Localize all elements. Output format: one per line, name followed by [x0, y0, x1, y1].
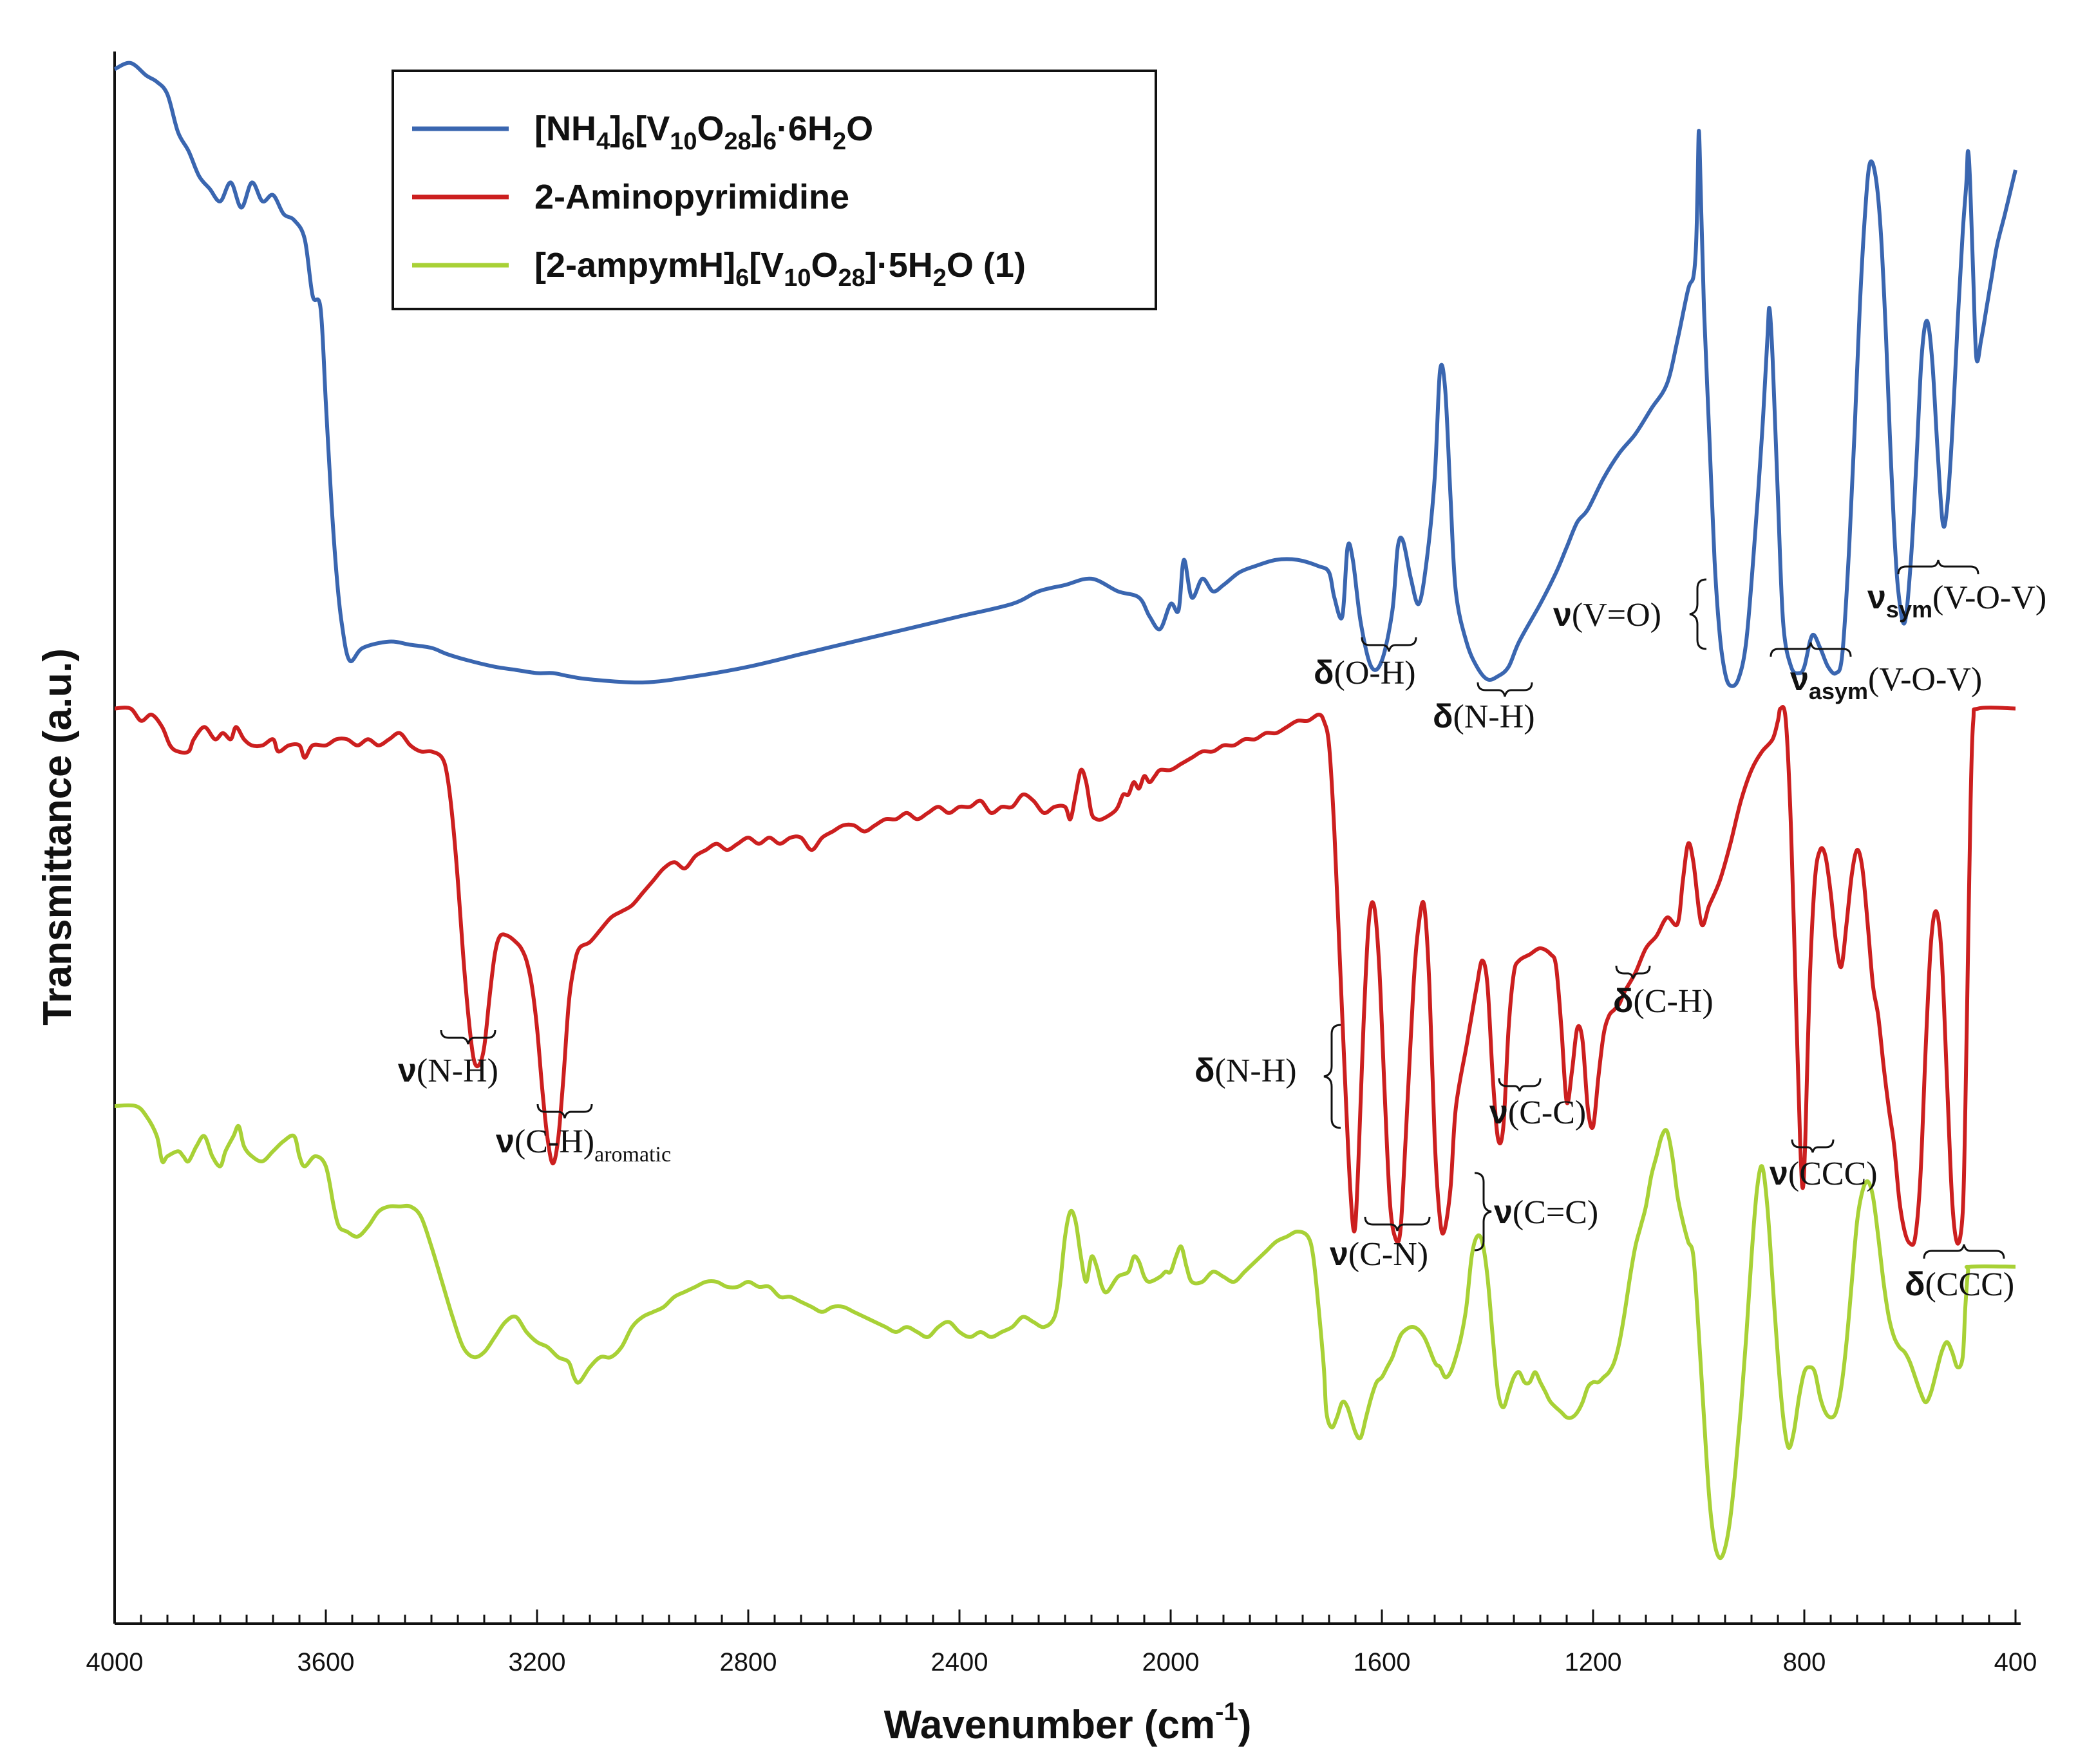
- annotation-5: ν(N-H): [398, 1052, 498, 1089]
- annotation-brackets: [440, 559, 2005, 1259]
- series-layer: [113, 61, 2017, 1561]
- annotation-9: ν(C=C): [1494, 1194, 1598, 1231]
- x-tick-label: 2000: [1142, 1648, 1200, 1676]
- legend-box: [392, 70, 1157, 310]
- bracket-nh-red-2: [1323, 1024, 1341, 1129]
- legend-label-2: [2-ampymH]6[V10O28]·5H2O (1): [534, 246, 1026, 292]
- annotation-10: ν(C-C): [1489, 1094, 1586, 1131]
- bracket-ch: [1615, 965, 1651, 979]
- series-line-1: [114, 705, 2016, 1247]
- x-tick-label: 3200: [509, 1648, 566, 1676]
- bracket-ccc-delta: [1923, 1244, 2005, 1259]
- bracket-nh-blue: [1477, 682, 1533, 697]
- series-line-0: [113, 61, 2017, 688]
- annotation-labels: δ(O-H) δ(N-H) ν(V=O) νasym(V-O-V) νsym(V…: [398, 579, 2046, 1303]
- bracket-oh: [1361, 637, 1417, 652]
- annotation-8: ν(C-N): [1330, 1235, 1428, 1273]
- y-axis-title: Transmittance (a.u.): [35, 648, 80, 1026]
- x-tick-label: 3600: [297, 1648, 355, 1676]
- x-tick-label: 1200: [1565, 1648, 1622, 1676]
- legend: [NH4]6[V10O28]6·6H2O 2-Aminopyrimidine […: [392, 70, 1157, 310]
- x-tick-label: 800: [1783, 1648, 1826, 1676]
- bracket-cc-double: [1474, 1172, 1492, 1252]
- bracket-cn: [1364, 1216, 1431, 1232]
- x-tick-label: 2400: [931, 1648, 988, 1676]
- annotation-7: δ(N-H): [1194, 1052, 1297, 1089]
- bracket-ch-aromatic: [536, 1103, 593, 1119]
- annotation-4: νsym(V-O-V): [1867, 579, 2046, 623]
- bracket-vov-sym: [1897, 559, 1979, 575]
- x-axis-title: Wavenumber (cm-1): [884, 1698, 1252, 1747]
- series-line-2: [114, 1103, 2016, 1561]
- legend-label-0: [NH4]6[V10O28]6·6H2O: [534, 109, 873, 155]
- annotation-1: δ(N-H): [1433, 698, 1535, 735]
- x-tick-label: 1600: [1354, 1648, 1411, 1676]
- bracket-vo: [1689, 578, 1707, 650]
- x-tick-label: 400: [1994, 1648, 2037, 1676]
- x-tick-label: 2800: [720, 1648, 777, 1676]
- annotation-2: ν(V=O): [1553, 596, 1661, 633]
- annotation-0: δ(O-H): [1314, 654, 1416, 691]
- bracket-cc: [1498, 1078, 1542, 1092]
- annotation-6: ν(C-H)aromatic: [496, 1123, 671, 1167]
- annotation-13: δ(CCC): [1905, 1266, 2014, 1303]
- x-axis-ticks: [113, 1609, 2017, 1624]
- legend-label-1: 2-Aminopyrimidine: [534, 178, 849, 216]
- bracket-nh-red: [440, 1029, 496, 1045]
- annotation-11: δ(C-H): [1613, 982, 1714, 1020]
- bracket-ccc-nu: [1791, 1139, 1835, 1153]
- annotation-3: νasym(V-O-V): [1790, 661, 1982, 704]
- bracket-vov-asym: [1770, 642, 1852, 657]
- annotation-12: ν(CCC): [1770, 1155, 1878, 1192]
- x-axis-tick-labels: 4000 3600 3200 2800 2400 2000 1600 1200 800 400: [86, 1648, 2037, 1676]
- x-tick-label: 4000: [86, 1648, 144, 1676]
